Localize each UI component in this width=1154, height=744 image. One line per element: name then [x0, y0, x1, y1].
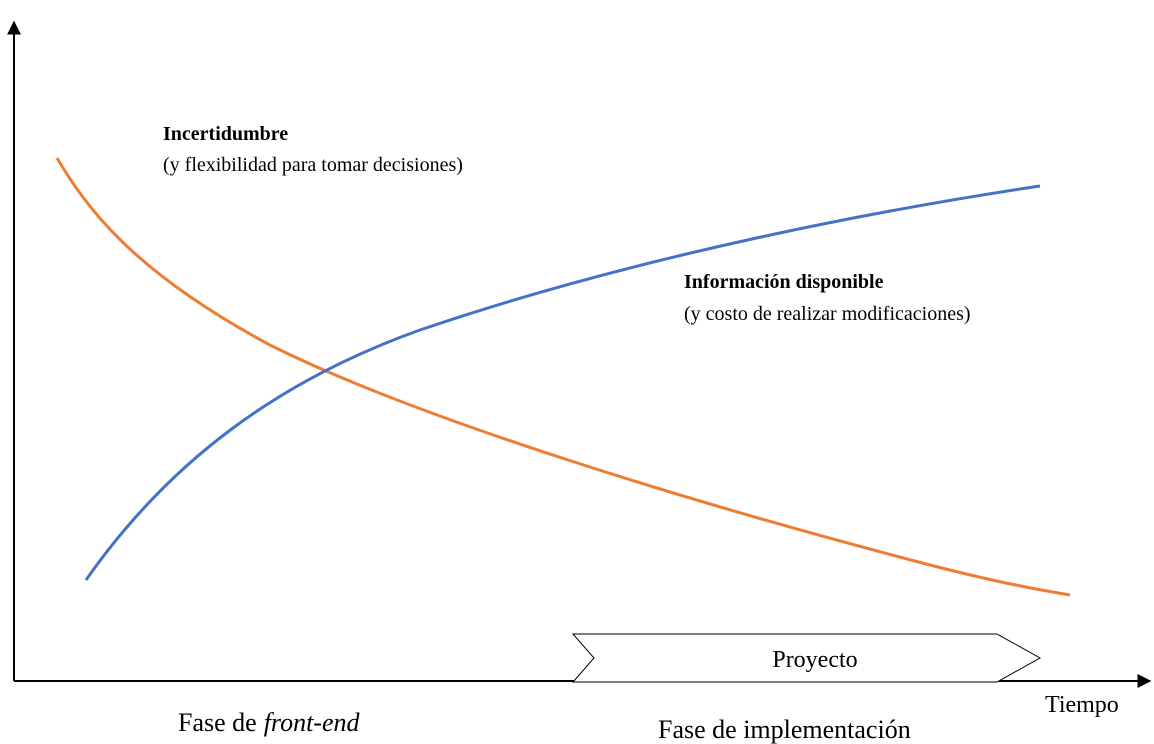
front-end-label: Fase de front-end — [178, 708, 361, 737]
implementation-label: Fase de implementación — [658, 715, 911, 744]
information-subtitle: (y costo de realizar modificaciones) — [684, 303, 971, 325]
information-title: Información disponible — [684, 271, 884, 293]
project-arrow — [571, 633, 1042, 683]
time-label: Tiempo — [1045, 692, 1119, 718]
front-end-prefix: Fase de — [178, 708, 257, 737]
front-end-term: front-end — [264, 708, 361, 737]
uncertainty-title: Incertidumbre — [163, 123, 288, 145]
information-curve — [84, 184, 1041, 581]
uncertainty-curve — [55, 157, 1071, 597]
project-label: Proyecto — [772, 647, 857, 673]
uncertainty-subtitle: (y flexibilidad para tomar decisiones) — [163, 154, 463, 176]
